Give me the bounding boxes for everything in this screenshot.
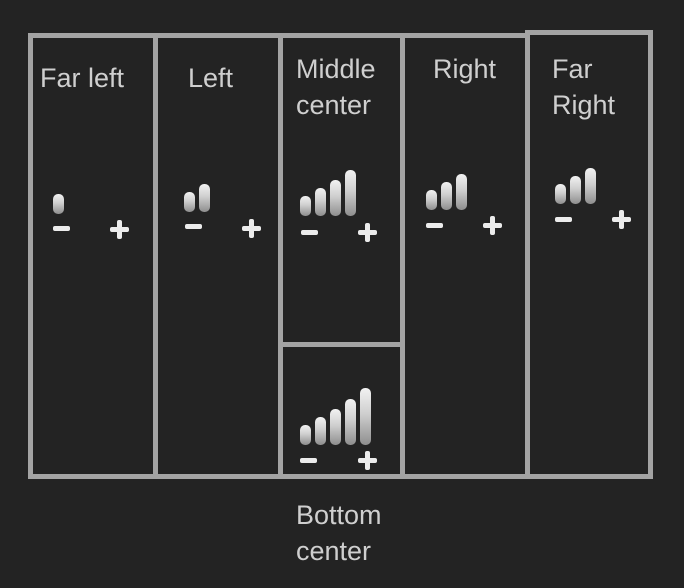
level-bar: [184, 192, 195, 212]
level-bar: [360, 388, 371, 445]
level-bar: [345, 170, 356, 216]
zone-label-left: Left: [188, 63, 234, 93]
plus-icon[interactable]: [242, 219, 261, 238]
plus-icon[interactable]: [612, 210, 631, 229]
level-bar: [315, 417, 326, 445]
level-bar: [585, 168, 596, 204]
zone-right: [400, 33, 530, 479]
zone-label-right: Right: [433, 54, 497, 84]
zone-label-bottom-center: Bottom center: [296, 500, 382, 566]
level-bar: [330, 409, 341, 445]
zone-left: [153, 33, 283, 479]
level-bar: [300, 425, 311, 445]
minus-icon[interactable]: [300, 458, 317, 463]
minus-icon[interactable]: [185, 224, 202, 229]
plus-icon[interactable]: [110, 220, 129, 239]
level-bar: [345, 399, 356, 445]
plus-icon[interactable]: [483, 216, 502, 235]
level-bar: [456, 174, 467, 210]
plus-icon[interactable]: [358, 223, 377, 242]
plus-icon[interactable]: [358, 451, 377, 470]
level-bar: [315, 188, 326, 216]
zone-bottom-center: [278, 342, 405, 479]
level-bar: [570, 176, 581, 204]
level-bar: [300, 196, 311, 216]
zone-far-left: [28, 33, 158, 479]
zone-label-far-left: Far left: [40, 63, 125, 93]
minus-icon[interactable]: [555, 217, 572, 222]
zone-label-far-right: Far Right: [552, 54, 616, 120]
minus-icon[interactable]: [53, 226, 70, 231]
level-bar: [426, 190, 437, 210]
zone-label-middle-center: Middle center: [296, 54, 376, 120]
level-bar: [330, 180, 341, 216]
level-bar: [441, 182, 452, 210]
level-bar: [53, 194, 64, 214]
zone-far-right: [525, 30, 653, 479]
level-bar: [555, 184, 566, 204]
minus-icon[interactable]: [426, 223, 443, 228]
level-bar: [199, 184, 210, 212]
zone-middle-center: [278, 33, 405, 347]
minus-icon[interactable]: [301, 230, 318, 235]
